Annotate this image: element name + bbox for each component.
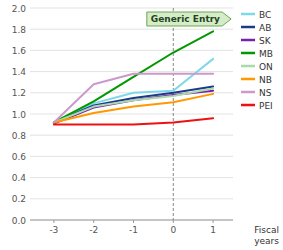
y-tick-label: 0.8 [12,131,27,141]
x-tick [53,220,54,223]
annotation-text: Generic Entry [151,14,220,24]
series-line [54,74,213,123]
y-tick-label: 0.4 [12,173,27,183]
x-axis-label-line: Fiscal [254,225,279,235]
legend-label: NS [259,88,272,98]
legend-swatch [241,104,255,107]
legend-label: SK [259,36,272,46]
legend-label: AB [259,23,271,33]
y-tick-label: 1.8 [12,25,27,35]
legend-label: NB [259,75,272,85]
series-line [54,94,213,123]
grid-line [30,114,233,115]
legend-label: MB [259,49,273,59]
y-tick-label: 1.0 [12,110,27,120]
x-tick-label: 0 [170,225,176,235]
grid-line [30,156,233,157]
grid-line [30,8,233,9]
legend-label: BC [259,10,271,20]
y-tick-label: 1.2 [12,88,26,98]
x-tick-label: 1 [210,225,216,235]
grid-line [30,220,233,221]
legend-swatch [241,65,255,68]
y-tick-label: 0.0 [12,216,27,226]
x-tick [173,220,174,223]
legend-swatch [241,39,255,42]
y-tick-label: 2.0 [12,4,27,14]
legend: BC AB SK MB ON NB NS PEI [241,10,273,111]
y-tick-label: 0.2 [12,194,26,204]
legend-swatch [241,78,255,81]
x-tick [133,220,134,223]
x-axis-line [30,220,233,221]
x-axis-label-line: years [254,236,279,246]
grid [30,8,233,220]
x-tick [213,220,214,223]
x-tick-label: -1 [129,225,138,235]
annotation-arrow [147,12,231,26]
legend-swatch [241,26,255,29]
x-axis-label: Fiscalyears [254,225,279,246]
grid-line [30,135,233,136]
x-tick-label: -2 [89,225,98,235]
annotation: Generic Entry [147,12,231,26]
grid-line [30,198,233,199]
legend-swatch [241,13,255,16]
reference-line [173,8,174,220]
legend-label: ON [259,62,273,72]
y-tick-label: 0.6 [12,152,27,162]
series-line [54,89,213,123]
grid-line [30,29,233,30]
x-tick [93,220,94,223]
series-line [54,59,213,123]
grid-line [30,177,233,178]
series-line [54,91,213,124]
x-tick-label: -3 [49,225,58,235]
series-line [54,31,213,122]
legend-label: PEI [259,101,273,111]
y-tick-label: 1.4 [12,67,27,77]
series-line [54,86,213,122]
legend-swatch [241,52,255,55]
legend-swatch [241,91,255,94]
grid-line [30,50,233,51]
y-tick-label: 1.6 [12,46,27,56]
grid-line [30,71,233,72]
plot-area [54,8,213,220]
chart: 0.0 0.2 0.4 0.6 0.8 1.0 1.2 1.4 1.6 1.8 2.0 -3 -2 -1 0… [0,0,283,250]
series-line [54,118,213,124]
